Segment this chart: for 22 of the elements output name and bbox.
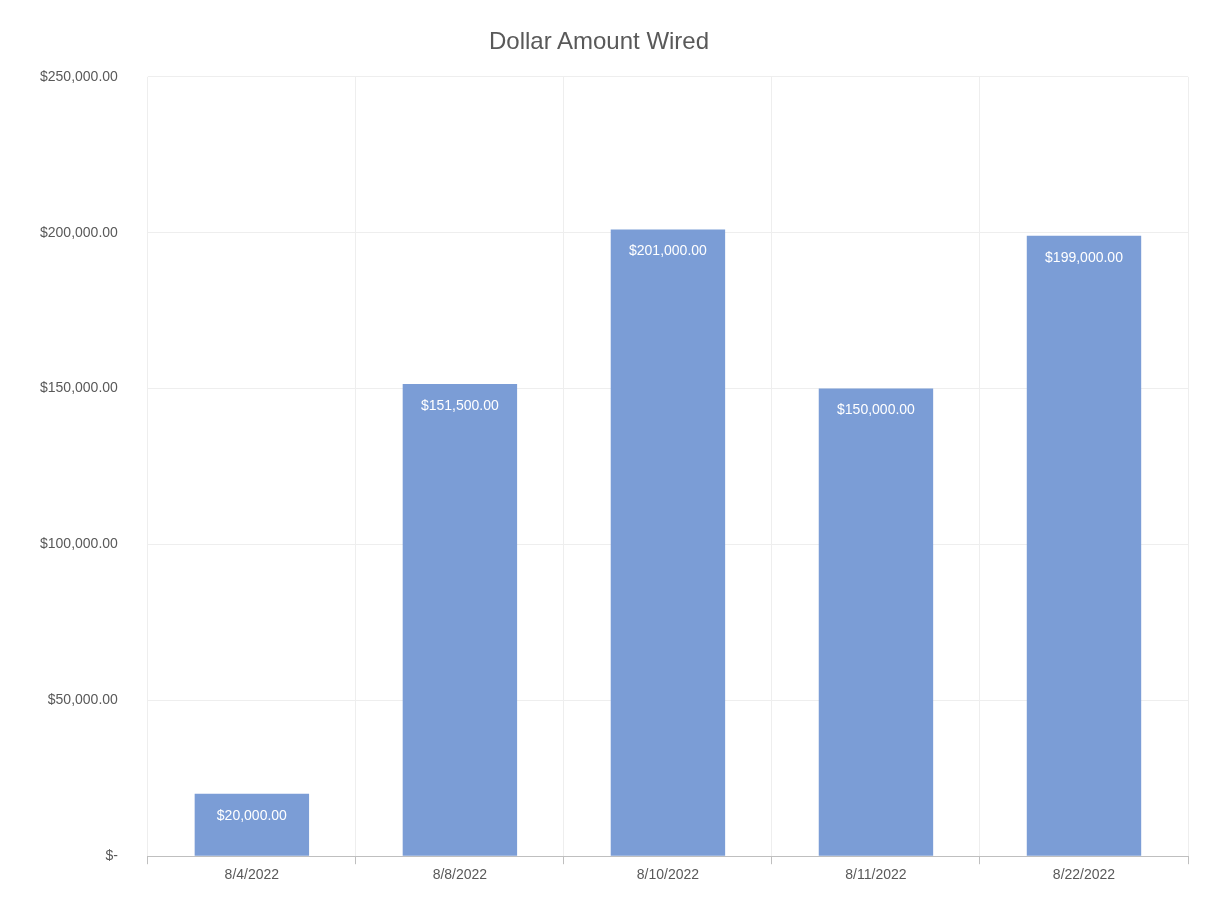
- x-tick-label: 8/8/2022: [432, 866, 488, 883]
- bar: [194, 793, 310, 856]
- x-tick-label: 8/4/2022: [224, 866, 280, 883]
- chart-title: Dollar Amount Wired: [488, 27, 710, 55]
- bar: [610, 229, 726, 856]
- y-tick-label: $250,000.00: [40, 67, 119, 84]
- bar: [818, 388, 934, 856]
- x-tick-label: 8/22/2022: [1052, 866, 1116, 883]
- y-tick-label: $200,000.00: [40, 223, 119, 240]
- data-label: $151,500.00: [420, 396, 500, 413]
- bar: [1026, 235, 1142, 856]
- x-tick-label: 8/10/2022: [636, 866, 700, 883]
- bar: [402, 383, 518, 856]
- data-label: $20,000.00: [216, 806, 288, 823]
- data-label: $199,000.00: [1045, 248, 1124, 265]
- x-tick-label: 8/11/2022: [845, 866, 907, 883]
- data-label: $150,000.00: [837, 401, 916, 418]
- y-tick-label: $150,000.00: [40, 379, 119, 396]
- y-tick-label: $-: [105, 847, 119, 864]
- y-tick-label: $100,000.00: [40, 535, 119, 552]
- data-label: $201,000.00: [629, 242, 708, 259]
- y-tick-label: $50,000.00: [47, 691, 119, 708]
